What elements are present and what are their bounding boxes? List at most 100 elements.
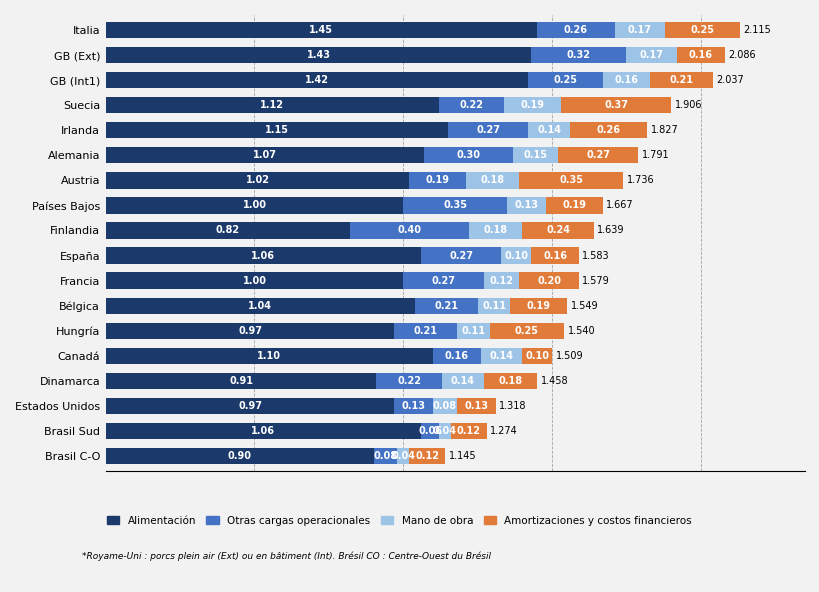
Bar bbox=[560, 97, 670, 113]
Text: 0.10: 0.10 bbox=[524, 351, 549, 361]
Text: 0.17: 0.17 bbox=[627, 25, 651, 35]
Bar bbox=[483, 272, 518, 289]
Text: 0.12: 0.12 bbox=[414, 451, 438, 461]
Text: 0.21: 0.21 bbox=[668, 75, 693, 85]
Bar bbox=[664, 22, 739, 38]
Bar bbox=[409, 448, 445, 464]
Bar bbox=[106, 272, 403, 289]
Text: 0.19: 0.19 bbox=[562, 201, 586, 210]
Text: 0.16: 0.16 bbox=[688, 50, 712, 60]
Bar bbox=[409, 172, 465, 188]
Bar bbox=[106, 197, 403, 214]
Bar bbox=[106, 122, 447, 139]
Text: 0.25: 0.25 bbox=[690, 25, 713, 35]
Text: 0.16: 0.16 bbox=[444, 351, 468, 361]
Text: 0.13: 0.13 bbox=[464, 401, 487, 411]
Text: 1.579: 1.579 bbox=[581, 276, 609, 285]
Text: 0.27: 0.27 bbox=[449, 250, 473, 260]
Bar bbox=[106, 223, 349, 239]
Bar bbox=[507, 197, 545, 214]
Text: 1.509: 1.509 bbox=[555, 351, 582, 361]
Text: 1.827: 1.827 bbox=[650, 126, 678, 135]
Bar bbox=[536, 22, 613, 38]
Bar bbox=[531, 47, 626, 63]
Bar bbox=[468, 223, 522, 239]
Bar bbox=[518, 272, 578, 289]
Text: 0.24: 0.24 bbox=[545, 226, 569, 236]
Bar bbox=[518, 172, 622, 188]
Text: 1.04: 1.04 bbox=[248, 301, 272, 311]
Text: 1.00: 1.00 bbox=[242, 276, 266, 285]
Bar bbox=[438, 423, 450, 439]
Text: 1.00: 1.00 bbox=[242, 201, 266, 210]
Bar bbox=[423, 147, 513, 163]
Bar bbox=[421, 247, 501, 263]
Bar bbox=[106, 247, 421, 263]
Text: 1.42: 1.42 bbox=[305, 75, 328, 85]
Bar bbox=[394, 323, 456, 339]
Bar bbox=[676, 47, 724, 63]
Text: 0.18: 0.18 bbox=[480, 175, 504, 185]
Bar bbox=[106, 172, 409, 188]
Bar bbox=[106, 147, 423, 163]
Bar bbox=[403, 197, 507, 214]
Text: 0.21: 0.21 bbox=[434, 301, 458, 311]
Text: 0.04: 0.04 bbox=[432, 426, 456, 436]
Bar bbox=[432, 348, 480, 364]
Text: 0.15: 0.15 bbox=[523, 150, 547, 160]
Text: 0.16: 0.16 bbox=[613, 75, 638, 85]
Text: 0.27: 0.27 bbox=[586, 150, 609, 160]
Text: 0.26: 0.26 bbox=[563, 25, 587, 35]
Bar bbox=[447, 122, 527, 139]
Bar bbox=[106, 398, 394, 414]
Bar bbox=[483, 373, 536, 389]
Text: 0.20: 0.20 bbox=[536, 276, 560, 285]
Text: 1.06: 1.06 bbox=[251, 250, 275, 260]
Text: 2.115: 2.115 bbox=[742, 25, 770, 35]
Text: 0.12: 0.12 bbox=[489, 276, 513, 285]
Bar bbox=[456, 398, 495, 414]
Text: 0.22: 0.22 bbox=[396, 376, 421, 386]
Bar bbox=[557, 147, 637, 163]
Bar bbox=[376, 373, 441, 389]
Text: 0.26: 0.26 bbox=[596, 126, 620, 135]
Bar bbox=[527, 72, 602, 88]
Text: 0.10: 0.10 bbox=[504, 250, 527, 260]
Text: 0.27: 0.27 bbox=[431, 276, 455, 285]
Bar bbox=[438, 97, 504, 113]
Bar bbox=[432, 398, 456, 414]
Text: 0.14: 0.14 bbox=[450, 376, 474, 386]
Text: 1.45: 1.45 bbox=[309, 25, 333, 35]
Bar bbox=[569, 122, 646, 139]
Text: *Royame-Uni : porcs plein air (Ext) ou en bâtiment (Int). Brésil CO : Centre-Oue: *Royame-Uni : porcs plein air (Ext) ou e… bbox=[82, 552, 491, 561]
Text: 2.037: 2.037 bbox=[716, 75, 743, 85]
Bar bbox=[545, 197, 602, 214]
Text: 0.19: 0.19 bbox=[526, 301, 550, 311]
Text: 0.37: 0.37 bbox=[604, 100, 627, 110]
Text: 1.583: 1.583 bbox=[581, 250, 609, 260]
Text: 0.14: 0.14 bbox=[489, 351, 513, 361]
Text: 0.35: 0.35 bbox=[443, 201, 467, 210]
Bar bbox=[626, 47, 676, 63]
Bar bbox=[441, 373, 483, 389]
Bar bbox=[509, 298, 566, 314]
Text: 1.549: 1.549 bbox=[570, 301, 597, 311]
Text: 0.25: 0.25 bbox=[514, 326, 538, 336]
Bar bbox=[465, 172, 518, 188]
Bar bbox=[414, 298, 477, 314]
Text: 1.43: 1.43 bbox=[306, 50, 330, 60]
Bar bbox=[106, 47, 531, 63]
Bar bbox=[501, 247, 531, 263]
Text: 0.11: 0.11 bbox=[482, 301, 505, 311]
Bar bbox=[106, 298, 414, 314]
Text: 1.15: 1.15 bbox=[265, 126, 288, 135]
Text: 0.21: 0.21 bbox=[413, 326, 437, 336]
Text: 1.02: 1.02 bbox=[245, 175, 269, 185]
Text: 0.90: 0.90 bbox=[228, 451, 251, 461]
Bar bbox=[106, 72, 527, 88]
Text: 0.22: 0.22 bbox=[459, 100, 483, 110]
Text: 1.540: 1.540 bbox=[567, 326, 595, 336]
Text: 0.18: 0.18 bbox=[498, 376, 522, 386]
Text: 0.12: 0.12 bbox=[456, 426, 480, 436]
Bar bbox=[349, 223, 468, 239]
